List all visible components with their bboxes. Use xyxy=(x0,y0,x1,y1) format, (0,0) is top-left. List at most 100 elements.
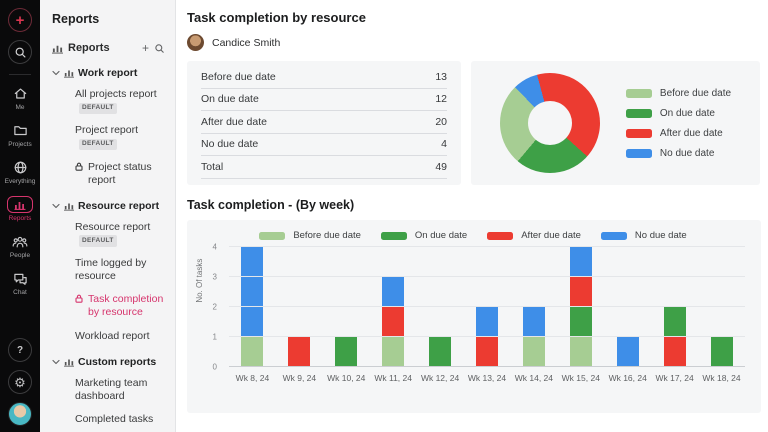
user-avatar[interactable] xyxy=(8,402,32,426)
bar-segment-before xyxy=(382,337,405,367)
bar-stack xyxy=(616,337,639,367)
sidebar-item-resource-report[interactable]: Resource reportDEFAULT xyxy=(52,216,165,252)
folder-icon xyxy=(13,122,28,139)
x-tick-label: Wk 9, 24 xyxy=(282,373,317,383)
donut-hole xyxy=(527,101,572,145)
sidebar-item-workload-report[interactable]: Workload report xyxy=(52,325,165,348)
y-axis-ticks: 0 1 2 3 4 xyxy=(195,243,223,372)
bar-chart-icon xyxy=(64,68,74,78)
sidebar-item-all-projects-report[interactable]: All projects reportDEFAULT xyxy=(52,83,165,119)
bar-column-wk-13-24 xyxy=(464,247,511,367)
sidebar-item-time-logged-by-resource[interactable]: Time logged by resource xyxy=(52,252,165,288)
sidebar-item-label: Marketing team dashboard xyxy=(75,376,148,402)
sidebar-item-marketing-team-dashboard[interactable]: Marketing team dashboard xyxy=(52,372,165,408)
row-value: 4 xyxy=(441,138,447,151)
bar-segment-on xyxy=(569,307,592,337)
help-button[interactable]: ? xyxy=(8,338,32,362)
settings-button[interactable]: ⚙ xyxy=(8,370,32,394)
sidebar-section-header[interactable]: Resource report xyxy=(52,200,165,212)
y-tick-3: 3 xyxy=(212,272,217,282)
donut-chart-card: Before due date On due date After due date… xyxy=(471,61,760,185)
rail-item-label: Projects xyxy=(8,141,32,148)
sidebar-item-project-status-report[interactable]: Project status report xyxy=(52,156,165,192)
add-button[interactable]: + xyxy=(8,8,32,32)
x-tick-label: Wk 16, 24 xyxy=(608,373,647,383)
legend-swatch xyxy=(380,231,407,240)
rail-item-everything[interactable]: Everything xyxy=(5,159,35,185)
y-tick-2: 2 xyxy=(212,302,217,312)
sidebar-item-label: Workload report xyxy=(75,329,150,342)
legend-swatch xyxy=(600,231,627,240)
bar-stack xyxy=(475,307,498,367)
rail-item-me[interactable]: Me xyxy=(5,85,36,111)
owner-avatar[interactable] xyxy=(187,34,204,51)
rail-item-projects[interactable]: Projects xyxy=(5,122,36,148)
chevron-down-icon xyxy=(52,70,60,76)
row-label: On due date xyxy=(201,93,259,106)
sidebar-item-task-completion-by-resource[interactable]: Task completion by resource xyxy=(52,288,165,324)
y-tick-0: 0 xyxy=(212,362,217,372)
legend-item-on-due-date: On due date xyxy=(625,107,731,119)
sidebar-item-label: Resource reportDEFAULT xyxy=(75,221,165,247)
bar-chart-plot: 0 1 2 3 4 xyxy=(213,243,745,372)
sidebar-section-label: Custom reports xyxy=(78,355,157,368)
chevron-down-icon xyxy=(52,359,60,365)
bar-column-wk-18-24 xyxy=(698,247,745,367)
page-title: Task completion by resource xyxy=(187,10,366,25)
bar-stack xyxy=(429,337,452,367)
bar-segment-after xyxy=(569,277,592,307)
gridline-1 xyxy=(229,336,745,337)
legend-label: Before due date xyxy=(659,87,732,99)
bar-stack xyxy=(288,337,311,367)
rail-item-chat[interactable]: Chat xyxy=(5,270,36,296)
sidebar-item-label: Project reportDEFAULT xyxy=(75,124,165,150)
row-value: 13 xyxy=(435,70,447,83)
legend-label: On due date xyxy=(659,107,715,119)
sidebar-section-header[interactable]: Work report xyxy=(52,67,165,79)
rail-item-reports[interactable]: Reports xyxy=(5,196,36,222)
search-reports-button[interactable] xyxy=(154,43,165,54)
bar-segment-after xyxy=(382,307,405,337)
row-label: Before due date xyxy=(201,70,276,83)
bar-segment-before xyxy=(569,337,592,367)
add-report-button[interactable]: + xyxy=(141,41,149,55)
bar-segment-no xyxy=(475,307,498,337)
bar-chart-icon xyxy=(52,43,63,54)
legend-swatch xyxy=(625,88,652,98)
default-badge: DEFAULT xyxy=(79,102,117,114)
bar-segment-no xyxy=(569,247,592,277)
bar-stack xyxy=(710,337,733,367)
row-value: 49 xyxy=(435,160,447,173)
sidebar-item-completed-tasks[interactable]: Completed tasks xyxy=(52,408,165,431)
x-tick-label: Wk 14, 24 xyxy=(514,373,554,383)
legend-swatch xyxy=(625,148,652,158)
row-label: Total xyxy=(201,160,224,173)
x-tick-label: Wk 12, 24 xyxy=(420,373,460,383)
bar-stack xyxy=(569,247,592,367)
legend-label: Before due date xyxy=(293,230,361,241)
rail-item-people[interactable]: People xyxy=(5,233,36,259)
default-badge: DEFAULT xyxy=(79,138,117,150)
bar-segment-before xyxy=(241,337,264,367)
legend-item-before-due-date: Before due date xyxy=(625,87,732,99)
legend-item-no-due-date: No due date xyxy=(625,148,731,159)
rail-item-label: Me xyxy=(15,104,25,111)
search-icon xyxy=(14,46,27,59)
bar-chart-icon xyxy=(64,201,74,211)
sidebar-item-label: Project status report xyxy=(88,160,152,186)
sidebar-section-header[interactable]: Custom reports xyxy=(52,356,165,368)
x-tick-label: Wk 8, 24 xyxy=(235,373,270,383)
legend-item-no-due-date: No due date xyxy=(600,230,687,241)
sidebar-sections: Work report All projects reportDEFAULT Pro… xyxy=(52,67,165,432)
default-badge: DEFAULT xyxy=(79,235,117,247)
row-value: 12 xyxy=(435,93,447,106)
table-row-before-due-date: Before due date 13 xyxy=(201,66,447,89)
global-search-button[interactable] xyxy=(8,40,32,64)
bar-chart-icon xyxy=(7,196,33,213)
help-icon: ? xyxy=(16,344,24,356)
table-row-on-due-date: On due date 12 xyxy=(201,89,447,111)
donut-chart xyxy=(499,73,600,173)
gridline-4 xyxy=(229,246,745,247)
sidebar-item-project-report[interactable]: Project reportDEFAULT xyxy=(52,119,165,155)
bar-segment-after xyxy=(663,337,686,367)
